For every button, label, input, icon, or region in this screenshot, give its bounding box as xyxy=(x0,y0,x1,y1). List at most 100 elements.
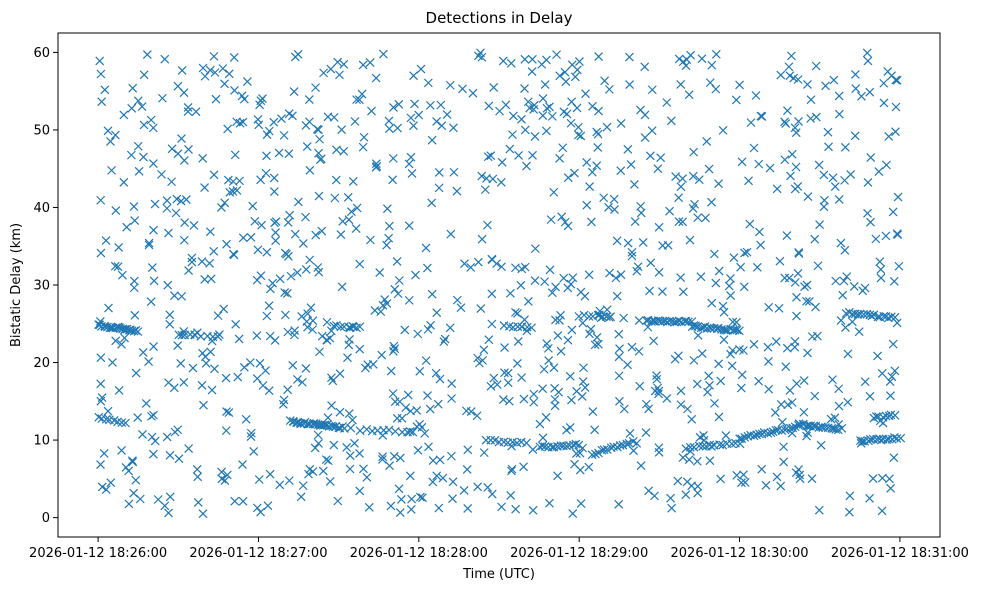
clutter-detection-point xyxy=(685,235,695,245)
clutter-detection-point xyxy=(321,455,331,465)
clutter-detection-point xyxy=(794,465,803,474)
clutter-detection-point xyxy=(176,359,186,368)
clutter-detection-point xyxy=(614,352,624,362)
clutter-detection-point xyxy=(565,371,575,381)
clutter-detection-point xyxy=(705,78,715,88)
clutter-detection-point xyxy=(96,353,106,363)
clutter-detection-point xyxy=(803,192,813,202)
clutter-detection-point xyxy=(253,245,263,255)
clutter-detection-point xyxy=(328,376,338,386)
clutter-detection-point xyxy=(616,166,626,176)
clutter-detection-point xyxy=(786,171,795,181)
clutter-detection-point xyxy=(411,270,420,280)
track-detection-point xyxy=(622,439,632,449)
track-detection-point xyxy=(860,436,870,446)
clutter-detection-point xyxy=(497,262,506,272)
clutter-detection-point xyxy=(716,474,725,484)
clutter-detection-point xyxy=(503,368,513,378)
clutter-detection-point xyxy=(630,217,640,227)
clutter-detection-point xyxy=(193,497,203,507)
clutter-detection-point xyxy=(219,304,229,314)
clutter-detection-point xyxy=(714,266,724,276)
clutter-detection-point xyxy=(776,400,786,409)
clutter-detection-point xyxy=(729,253,739,263)
clutter-detection-point xyxy=(128,83,138,93)
clutter-detection-point xyxy=(716,376,726,386)
clutter-detection-point xyxy=(271,236,281,246)
clutter-detection-point xyxy=(893,192,903,202)
track-detection-point xyxy=(571,439,581,449)
clutter-detection-point xyxy=(285,210,295,220)
clutter-detection-point xyxy=(802,431,811,441)
clutter-detection-point xyxy=(492,380,502,390)
clutter-detection-point xyxy=(404,295,414,305)
clutter-detection-point xyxy=(344,215,354,225)
clutter-detection-point xyxy=(325,477,335,486)
clutter-detection-point xyxy=(148,449,158,459)
clutter-detection-point xyxy=(707,60,717,70)
clutter-detection-point xyxy=(487,289,497,299)
clutter-detection-point xyxy=(547,288,557,298)
clutter-detection-point xyxy=(425,100,435,110)
clutter-detection-point xyxy=(431,368,441,378)
track-detection-point xyxy=(788,423,798,433)
track-detection-point xyxy=(896,433,906,443)
clutter-detection-point xyxy=(378,452,388,462)
clutter-detection-point xyxy=(395,453,405,463)
clutter-detection-point xyxy=(678,217,688,227)
clutter-detection-point xyxy=(575,448,585,458)
clutter-detection-point xyxy=(879,98,889,108)
clutter-detection-point xyxy=(806,95,816,105)
clutter-detection-point xyxy=(314,125,323,135)
clutter-detection-point xyxy=(463,504,473,513)
clutter-detection-point xyxy=(650,386,660,396)
clutter-detection-point xyxy=(298,481,308,491)
clutter-detection-point xyxy=(258,94,267,103)
clutter-detection-point xyxy=(726,291,736,300)
clutter-detection-point xyxy=(514,150,524,160)
clutter-detection-point xyxy=(406,152,416,162)
track-detection-point xyxy=(196,332,206,341)
clutter-detection-point xyxy=(718,125,728,135)
clutter-detection-point xyxy=(556,346,566,356)
clutter-detection-point xyxy=(520,84,529,93)
track-detection-point xyxy=(587,450,597,460)
clutter-detection-point xyxy=(779,457,789,467)
clutter-detection-point xyxy=(167,177,177,187)
clutter-detection-point xyxy=(435,455,445,465)
clutter-detection-point xyxy=(355,259,365,269)
clutter-detection-point xyxy=(466,263,476,272)
track-detection-point xyxy=(759,428,769,437)
clutter-detection-point xyxy=(139,70,149,80)
clutter-detection-point xyxy=(693,488,703,498)
clutter-detection-point xyxy=(795,474,805,484)
clutter-detection-point xyxy=(576,499,586,509)
clutter-detection-point xyxy=(448,477,458,487)
clutter-detection-point xyxy=(627,251,637,261)
track-detection-point xyxy=(94,412,104,422)
clutter-detection-point xyxy=(537,59,547,69)
clutter-detection-point xyxy=(376,307,386,317)
clutter-detection-point xyxy=(330,193,340,203)
clutter-detection-point xyxy=(213,311,223,321)
clutter-detection-point xyxy=(775,256,785,266)
clutter-detection-point xyxy=(432,471,442,481)
clutter-detection-point xyxy=(354,95,364,105)
clutter-detection-point xyxy=(434,503,444,513)
clutter-detection-point xyxy=(528,505,538,515)
clutter-detection-point xyxy=(292,268,302,277)
clutter-detection-point xyxy=(289,330,299,340)
clutter-detection-point xyxy=(856,91,866,101)
clutter-detection-point xyxy=(517,373,527,383)
clutter-detection-point xyxy=(384,124,394,134)
clutter-detection-point xyxy=(783,400,793,410)
clutter-detection-point xyxy=(787,398,797,407)
clutter-detection-point xyxy=(415,492,425,502)
clutter-detection-point xyxy=(551,282,561,292)
clutter-detection-point xyxy=(828,375,837,385)
clutter-detection-point xyxy=(184,266,194,276)
clutter-detection-point xyxy=(653,164,663,174)
clutter-detection-point xyxy=(446,229,456,239)
clutter-detection-point xyxy=(350,117,360,126)
clutter-detection-point xyxy=(787,149,797,159)
